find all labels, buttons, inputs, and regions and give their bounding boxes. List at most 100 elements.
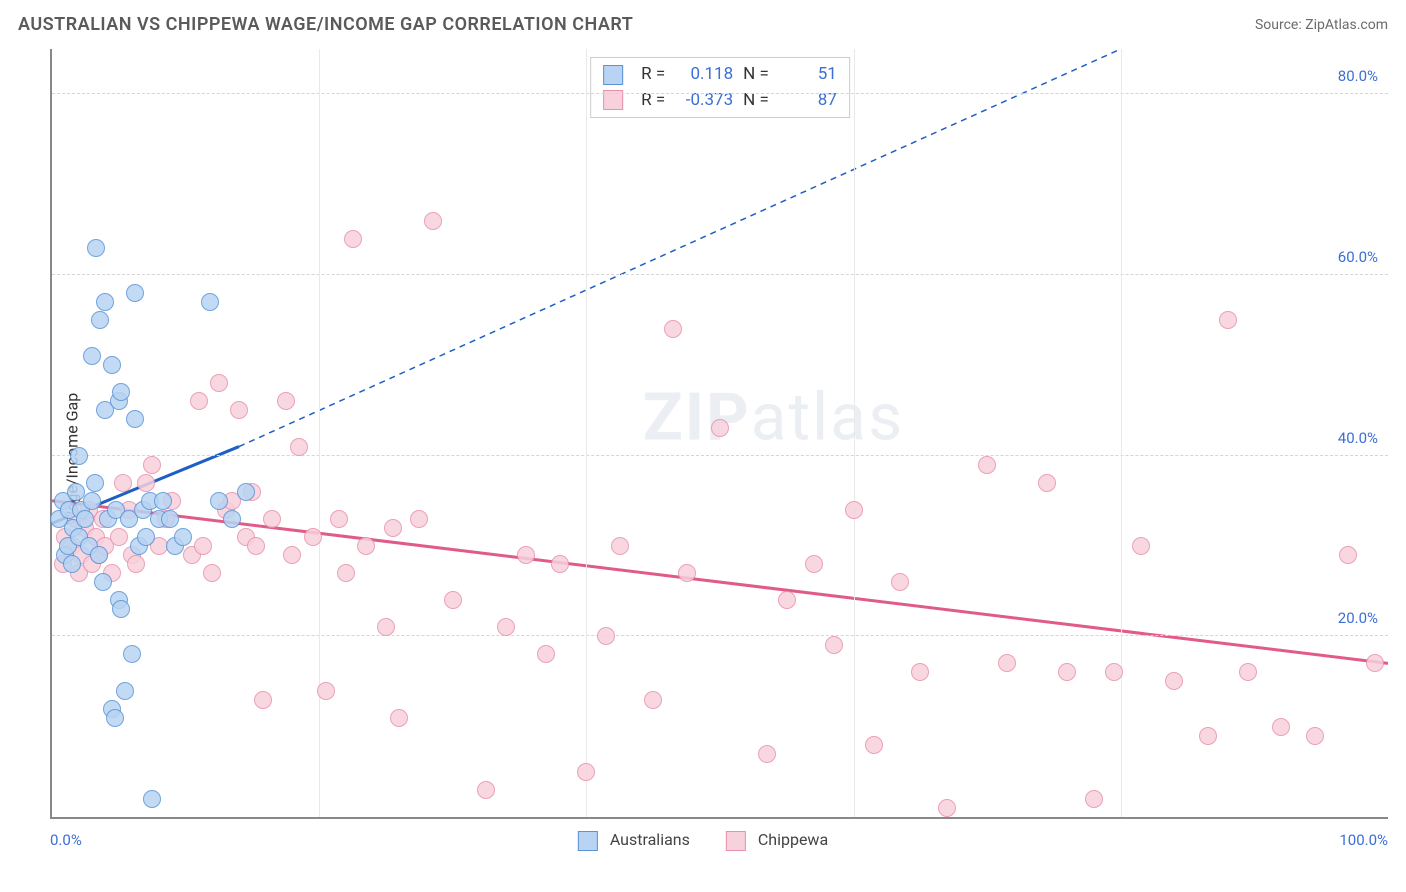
point-chippewa [805,555,823,573]
legend-item-chippewa: Chippewa [726,830,828,851]
chart-container: Wage/Income Gap ZIPatlas R = 0.118 N = 5… [0,39,1406,879]
point-australians [154,492,172,510]
point-chippewa [778,591,796,609]
swatch-australians-icon [603,65,623,85]
point-australians [90,546,108,564]
point-australians [83,347,101,365]
point-australians [94,573,112,591]
point-australians [223,510,241,528]
point-australians [112,600,130,618]
point-chippewa [1038,474,1056,492]
point-chippewa [137,474,155,492]
point-australians [126,284,144,302]
x-tick-max: 100.0% [1339,831,1388,849]
point-chippewa [865,736,883,754]
point-chippewa [110,528,128,546]
point-chippewa [247,537,265,555]
point-chippewa [611,537,629,555]
gridline-h [52,274,1388,275]
point-chippewa [230,401,248,419]
chart-title: AUSTRALIAN VS CHIPPEWA WAGE/INCOME GAP C… [18,14,633,35]
point-chippewa [283,546,301,564]
point-chippewa [194,537,212,555]
point-chippewa [891,573,909,591]
point-chippewa [711,419,729,437]
point-chippewa [1272,718,1290,736]
point-chippewa [344,230,362,248]
point-australians [143,790,161,808]
point-chippewa [845,501,863,519]
point-chippewa [290,438,308,456]
y-tick-label: 40.0% [1338,429,1378,447]
point-australians [106,709,124,727]
point-australians [63,555,81,573]
legend-row-chippewa: R = -0.373 N = 87 [603,88,837,114]
gridline-v [1121,49,1122,817]
point-chippewa [978,456,996,474]
gridline-v [319,49,320,817]
point-chippewa [114,474,132,492]
gridline-v [586,49,587,817]
point-chippewa [758,745,776,763]
gridline-h [52,93,1388,94]
point-australians [112,383,130,401]
gridline-v [854,49,855,817]
point-australians [237,483,255,501]
point-australians [96,293,114,311]
point-australians [116,682,134,700]
point-chippewa [1219,311,1237,329]
point-chippewa [938,799,956,817]
point-chippewa [1058,663,1076,681]
point-chippewa [1199,727,1217,745]
point-australians [137,528,155,546]
point-australians [70,447,88,465]
point-chippewa [1105,663,1123,681]
legend-row-australians: R = 0.118 N = 51 [603,62,837,88]
swatch-australians-icon [578,831,598,851]
series-legend: Australians Chippewa [578,830,828,851]
point-australians [201,293,219,311]
point-chippewa [664,320,682,338]
point-chippewa [911,663,929,681]
point-chippewa [1165,672,1183,690]
point-chippewa [190,392,208,410]
source-attribution: Source: ZipAtlas.com [1255,17,1388,33]
point-chippewa [517,546,535,564]
point-chippewa [537,645,555,663]
point-chippewa [390,709,408,727]
point-australians [83,492,101,510]
point-chippewa [477,781,495,799]
point-chippewa [444,591,462,609]
point-chippewa [1239,663,1257,681]
y-tick-label: 80.0% [1338,67,1378,85]
point-chippewa [410,510,428,528]
point-chippewa [1306,727,1324,745]
point-chippewa [143,456,161,474]
point-chippewa [1339,546,1357,564]
point-chippewa [127,555,145,573]
point-australians [126,410,144,428]
point-chippewa [497,618,515,636]
point-chippewa [577,763,595,781]
watermark: ZIPatlas [643,379,904,456]
point-chippewa [337,564,355,582]
point-chippewa [317,682,335,700]
point-chippewa [357,537,375,555]
point-chippewa [1085,790,1103,808]
point-australians [210,492,228,510]
point-chippewa [678,564,696,582]
point-chippewa [304,528,322,546]
point-australians [103,356,121,374]
point-chippewa [203,564,221,582]
point-chippewa [384,519,402,537]
point-chippewa [263,510,281,528]
point-chippewa [597,627,615,645]
point-australians [123,645,141,663]
correlation-legend: R = 0.118 N = 51 R = -0.373 N = 87 [590,57,850,118]
x-tick-min: 0.0% [50,831,82,849]
swatch-chippewa-icon [726,831,746,851]
point-chippewa [644,691,662,709]
point-australians [76,510,94,528]
y-tick-label: 60.0% [1338,248,1378,266]
point-australians [91,311,109,329]
